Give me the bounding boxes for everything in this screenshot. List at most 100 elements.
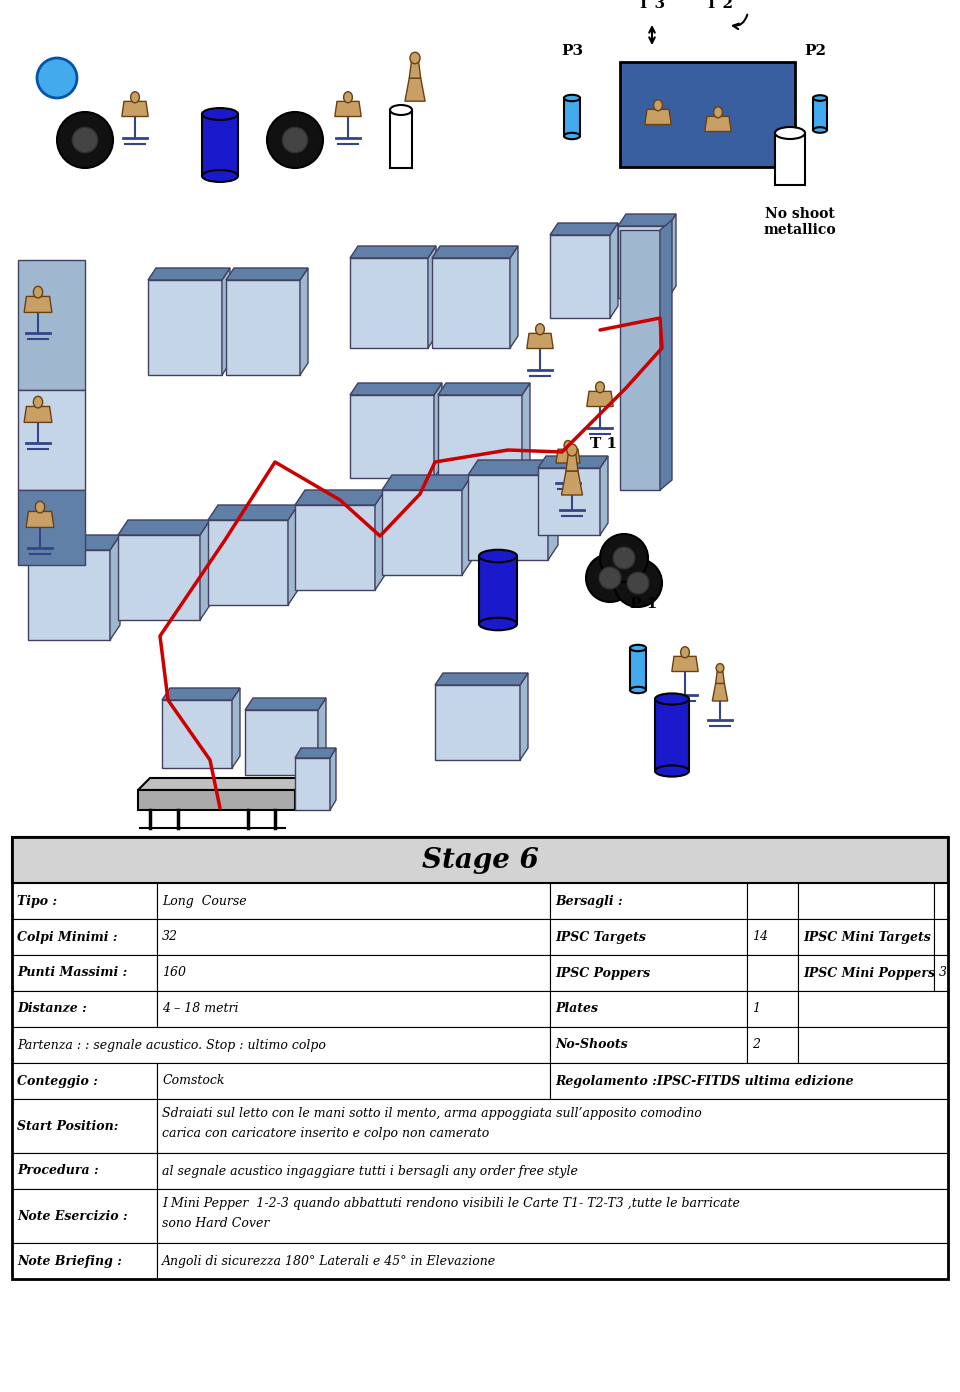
- Bar: [12, 1153, 948, 1189]
- Polygon shape: [330, 748, 336, 810]
- Bar: [12, 1100, 157, 1153]
- Bar: [550, 991, 747, 1027]
- Bar: [934, 883, 948, 919]
- Polygon shape: [148, 269, 230, 280]
- Polygon shape: [24, 296, 52, 312]
- Polygon shape: [715, 671, 725, 683]
- Bar: [620, 63, 795, 167]
- Polygon shape: [288, 505, 298, 606]
- Bar: [747, 955, 799, 991]
- Bar: [12, 1027, 550, 1063]
- Text: carica con caricatore inserito e colpo non camerato: carica con caricatore inserito e colpo n…: [162, 1128, 490, 1140]
- Polygon shape: [226, 269, 308, 280]
- Text: Comstock: Comstock: [162, 1075, 225, 1087]
- Bar: [550, 1027, 747, 1063]
- Bar: [157, 919, 550, 955]
- Polygon shape: [350, 395, 434, 477]
- Circle shape: [614, 560, 662, 607]
- Polygon shape: [148, 280, 222, 374]
- Polygon shape: [538, 457, 608, 468]
- Ellipse shape: [654, 100, 662, 111]
- Circle shape: [586, 554, 634, 601]
- Text: al segnale acustico ingaggiare tutti i bersagli any order free style: al segnale acustico ingaggiare tutti i b…: [162, 1165, 578, 1178]
- Polygon shape: [382, 475, 472, 490]
- Bar: [157, 1243, 948, 1279]
- Polygon shape: [520, 672, 528, 760]
- Polygon shape: [350, 383, 442, 395]
- Bar: [655, 699, 689, 771]
- Text: Regolamento :IPSC-FITDS ultima edizione: Regolamento :IPSC-FITDS ultima edizione: [555, 1075, 853, 1087]
- Polygon shape: [432, 246, 518, 258]
- Ellipse shape: [34, 287, 42, 298]
- Polygon shape: [18, 390, 85, 490]
- Text: P2: P2: [804, 45, 826, 58]
- Polygon shape: [618, 226, 668, 298]
- Bar: [799, 1027, 948, 1063]
- Text: 32: 32: [162, 930, 179, 944]
- Text: sono Hard Cover: sono Hard Cover: [162, 1217, 270, 1231]
- Bar: [12, 1189, 948, 1243]
- Ellipse shape: [655, 693, 689, 704]
- Text: Start Position:: Start Position:: [17, 1119, 118, 1133]
- Polygon shape: [245, 697, 326, 710]
- Polygon shape: [118, 535, 200, 619]
- Bar: [550, 1063, 948, 1100]
- Ellipse shape: [479, 618, 517, 631]
- Polygon shape: [138, 778, 307, 791]
- Polygon shape: [28, 550, 110, 640]
- Bar: [630, 649, 646, 690]
- Polygon shape: [295, 748, 336, 759]
- Bar: [799, 955, 934, 991]
- Bar: [12, 991, 157, 1027]
- Polygon shape: [232, 688, 240, 768]
- Ellipse shape: [390, 104, 412, 116]
- Polygon shape: [548, 459, 558, 560]
- Polygon shape: [527, 333, 553, 348]
- Bar: [799, 919, 934, 955]
- Ellipse shape: [813, 95, 827, 100]
- Ellipse shape: [202, 109, 238, 120]
- Polygon shape: [118, 521, 210, 535]
- Bar: [934, 955, 948, 991]
- Bar: [12, 883, 157, 919]
- Bar: [799, 883, 934, 919]
- Bar: [12, 1153, 157, 1189]
- Polygon shape: [18, 490, 85, 565]
- Bar: [157, 883, 550, 919]
- Ellipse shape: [410, 53, 420, 64]
- Polygon shape: [587, 391, 613, 406]
- Ellipse shape: [775, 127, 805, 139]
- Bar: [12, 1189, 157, 1243]
- Ellipse shape: [564, 440, 572, 451]
- Text: Tipo :: Tipo :: [17, 895, 58, 908]
- Text: 2: 2: [752, 1038, 759, 1051]
- Circle shape: [282, 128, 307, 153]
- Polygon shape: [600, 457, 608, 535]
- Polygon shape: [110, 535, 120, 640]
- Polygon shape: [620, 230, 660, 490]
- Polygon shape: [122, 102, 148, 117]
- Text: Bersagli :: Bersagli :: [555, 895, 623, 908]
- Polygon shape: [434, 383, 442, 477]
- Polygon shape: [705, 117, 732, 131]
- Circle shape: [600, 535, 648, 582]
- Polygon shape: [510, 246, 518, 348]
- Text: Long  Course: Long Course: [162, 895, 247, 908]
- Polygon shape: [610, 223, 618, 317]
- Polygon shape: [300, 269, 308, 374]
- Polygon shape: [550, 223, 618, 235]
- Polygon shape: [200, 521, 210, 619]
- Bar: [157, 955, 550, 991]
- Polygon shape: [318, 697, 326, 775]
- Text: Distanze :: Distanze :: [17, 1002, 86, 1016]
- Bar: [12, 837, 948, 883]
- Text: Punti Massimi :: Punti Massimi :: [17, 966, 128, 980]
- Polygon shape: [245, 710, 318, 775]
- Text: Sdraiati sul letto con le mani sotto il mento, arma appoggiata sull’apposito com: Sdraiati sul letto con le mani sotto il …: [162, 1107, 702, 1121]
- Ellipse shape: [655, 766, 689, 777]
- Polygon shape: [660, 220, 672, 490]
- Bar: [564, 97, 580, 136]
- Bar: [12, 1063, 157, 1100]
- Bar: [12, 837, 948, 1279]
- Bar: [799, 991, 948, 1027]
